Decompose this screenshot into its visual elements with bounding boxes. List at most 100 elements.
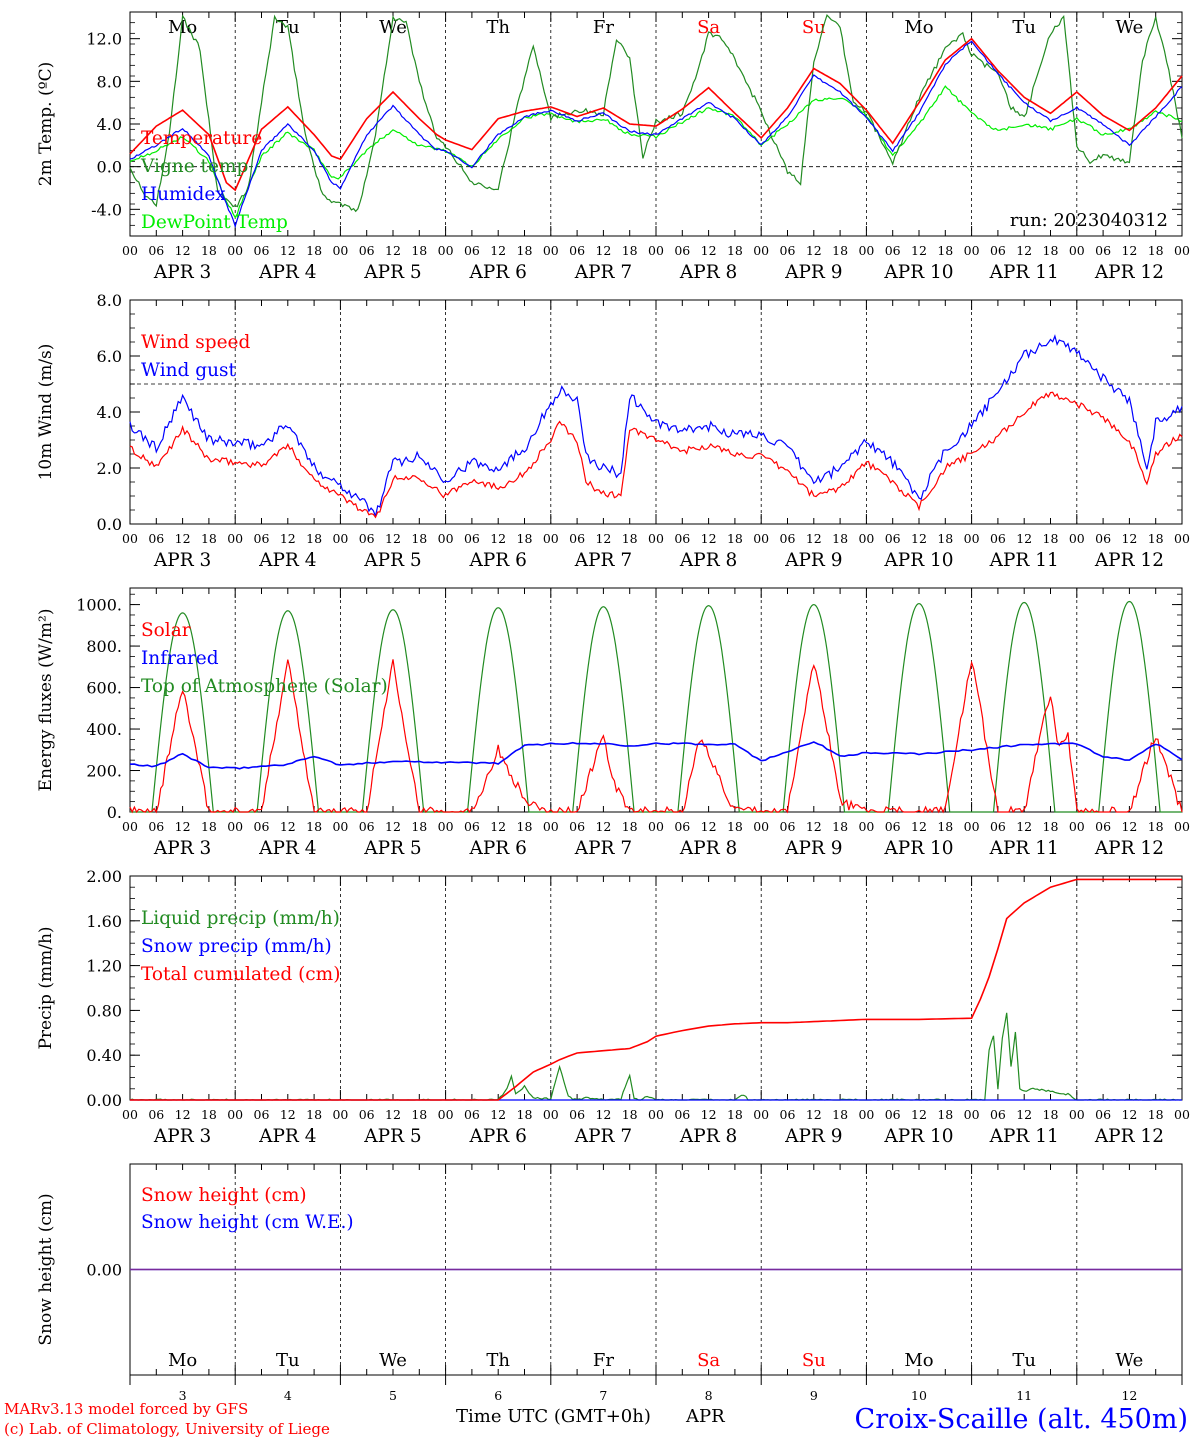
date-label: APR 6 — [469, 838, 527, 859]
hour-tick-label: 00 — [1174, 243, 1190, 258]
date-label: APR 9 — [784, 838, 842, 859]
hour-tick-label: 12 — [175, 1107, 191, 1122]
legend-entry: Total cumulated (cm) — [141, 964, 340, 985]
legend-entry: Snow precip (mm/h) — [141, 936, 332, 957]
hour-tick-label: 12 — [1016, 531, 1032, 546]
hour-tick-label: 12 — [490, 819, 506, 834]
y-tick-label: 0. — [107, 803, 122, 822]
hour-tick-label: 06 — [885, 819, 901, 834]
series-wind-speed — [129, 391, 1183, 519]
hour-tick-label: 06 — [780, 531, 796, 546]
y-tick-label: 800. — [86, 637, 122, 656]
hour-tick-label: 12 — [385, 819, 401, 834]
hour-tick-label: 18 — [1148, 531, 1164, 546]
hour-tick-label: 06 — [464, 243, 480, 258]
hour-tick-label: 00 — [648, 819, 664, 834]
date-label: APR 8 — [679, 838, 737, 859]
series-toa-solar — [130, 600, 1182, 813]
date-label: APR 11 — [989, 262, 1059, 283]
hour-tick-label: 00 — [438, 1107, 454, 1122]
weekday-label-bottom: Fr — [593, 1350, 614, 1371]
hour-tick-label: 00 — [1174, 1107, 1190, 1122]
date-label: APR 12 — [1094, 550, 1164, 571]
hour-tick-label: 00 — [332, 819, 348, 834]
date-label: APR 8 — [679, 550, 737, 571]
date-label: APR 3 — [153, 1126, 211, 1147]
date-label: APR 9 — [784, 550, 842, 571]
hour-tick-label: 00 — [858, 819, 874, 834]
date-label: APR 3 — [153, 262, 211, 283]
hour-tick-label: 12 — [280, 819, 296, 834]
hour-tick-label: 00 — [1069, 243, 1085, 258]
hour-tick-label: 18 — [832, 531, 848, 546]
weekday-label: Tu — [1012, 17, 1036, 38]
hour-tick-label: 18 — [201, 531, 217, 546]
hour-tick-label: 00 — [332, 243, 348, 258]
hour-tick-label: 12 — [806, 243, 822, 258]
hour-tick-label: 12 — [385, 243, 401, 258]
hour-tick-label: 12 — [385, 531, 401, 546]
hour-tick-label: 12 — [806, 531, 822, 546]
hour-tick-label: 00 — [543, 819, 559, 834]
hour-tick-label: 18 — [201, 243, 217, 258]
hour-tick-label: 06 — [359, 531, 375, 546]
series-solar — [129, 659, 1183, 814]
hour-tick-label: 06 — [464, 531, 480, 546]
weekday-label: Su — [802, 17, 826, 38]
hour-tick-label: 00 — [858, 243, 874, 258]
date-label: APR 12 — [1094, 838, 1164, 859]
series-temperature — [129, 37, 1183, 192]
y-tick-label: 2.0 — [97, 459, 122, 478]
hour-tick-label: 18 — [517, 531, 533, 546]
hour-tick-label: 12 — [1121, 1107, 1137, 1122]
hour-tick-label: 00 — [648, 1107, 664, 1122]
y-tick-label: 600. — [86, 679, 122, 698]
date-label: APR 10 — [883, 550, 953, 571]
panel-5: 0.00 Snow height (cm) — [36, 1163, 1183, 1376]
hour-tick-label: 18 — [517, 1107, 533, 1122]
hour-tick-label: 18 — [411, 531, 427, 546]
day-number-label: 11 — [1016, 1388, 1032, 1403]
hour-tick-label: 18 — [937, 531, 953, 546]
hour-tick-label: 18 — [411, 1107, 427, 1122]
hour-tick-label: 06 — [254, 243, 270, 258]
hour-tick-label: 06 — [674, 531, 690, 546]
hour-tick-label: 12 — [701, 531, 717, 546]
hour-tick-label: 06 — [1095, 531, 1111, 546]
hour-tick-label: 18 — [1148, 243, 1164, 258]
date-label: APR 11 — [989, 1126, 1059, 1147]
hour-tick-label: 18 — [622, 531, 638, 546]
day-number-label: 3 — [179, 1388, 187, 1403]
hour-tick-label: 12 — [911, 1107, 927, 1122]
hour-tick-label: 00 — [122, 243, 138, 258]
date-label: APR 9 — [784, 262, 842, 283]
run-label: run: 2023040312 — [1010, 210, 1168, 231]
hour-tick-label: 12 — [1016, 1107, 1032, 1122]
hour-tick-label: 18 — [1043, 819, 1059, 834]
weekday-label-bottom: Mo — [904, 1350, 933, 1371]
series-total-cumulated — [130, 878, 1182, 1101]
y-tick-label: 8.0 — [97, 72, 122, 91]
hour-tick-label: 00 — [332, 1107, 348, 1122]
hour-tick-label: 00 — [122, 819, 138, 834]
hour-tick-label: 18 — [832, 243, 848, 258]
day-number-label: 5 — [389, 1388, 397, 1403]
weekday-label: Th — [486, 17, 510, 38]
date-label: APR 12 — [1094, 1126, 1164, 1147]
hour-tick-label: 06 — [780, 1107, 796, 1122]
hour-tick-label: 00 — [543, 1107, 559, 1122]
hour-tick-label: 00 — [227, 1107, 243, 1122]
hour-tick-label: 06 — [359, 819, 375, 834]
date-label: APR 4 — [258, 838, 316, 859]
hour-tick-label: 06 — [990, 243, 1006, 258]
y-tick-label: 12.0 — [86, 30, 122, 49]
legend-entry: Top of Atmosphere (Solar) — [141, 676, 388, 697]
hour-tick-label: 18 — [727, 1107, 743, 1122]
hour-tick-label: 00 — [1069, 531, 1085, 546]
weekday-label: Sa — [697, 17, 720, 38]
hour-tick-label: 18 — [517, 819, 533, 834]
hour-tick-label: 00 — [753, 819, 769, 834]
hour-tick-label: 06 — [674, 243, 690, 258]
date-label: APR 7 — [574, 262, 632, 283]
hour-tick-label: 06 — [569, 819, 585, 834]
